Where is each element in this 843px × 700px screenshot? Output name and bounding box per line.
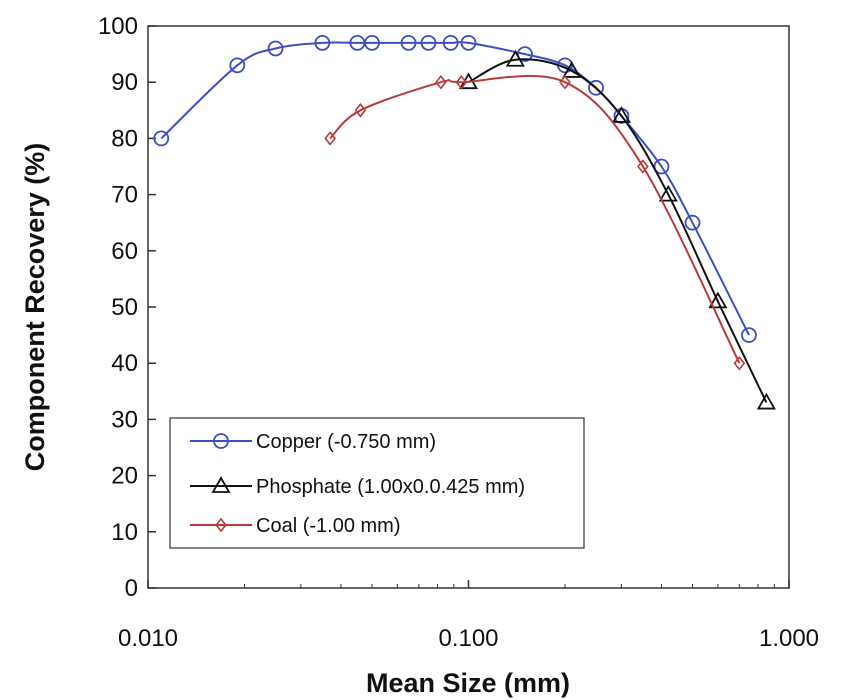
y-tick-label: 40 [111, 350, 138, 377]
data-point [324, 131, 336, 146]
y-tick-label: 30 [111, 406, 138, 433]
data-point [267, 40, 284, 57]
y-tick-label: 90 [111, 69, 138, 96]
legend-label: Phosphate (1.00x0.0.425 mm) [256, 476, 525, 498]
data-point [229, 57, 246, 74]
data-point [588, 79, 604, 96]
series-2 [458, 49, 776, 410]
legend-label: Coal (-1.00 mm) [256, 515, 400, 537]
data-point [435, 74, 447, 90]
data-point [442, 34, 459, 51]
data-point [314, 34, 331, 51]
y-tick-label: 70 [111, 182, 138, 209]
data-point [658, 184, 678, 202]
y-tick-label: 0 [125, 575, 138, 602]
legend-entry: Coal (-1.00 mm) [190, 515, 400, 537]
legend-marker [211, 476, 231, 493]
data-point [455, 74, 468, 90]
legend-items: Copper (-0.750 mm) Phosphate (1.00x0.0.42… [190, 431, 525, 537]
series-line [468, 58, 768, 403]
legend-entry: Phosphate (1.00x0.0.425 mm) [190, 476, 525, 498]
data-point [741, 327, 757, 344]
data-point [505, 49, 525, 67]
data-point [653, 158, 670, 175]
x-tick-label: 0.100 [438, 625, 498, 652]
data-point [559, 74, 571, 90]
y-axis: 0 10 20 30 40 50 60 70 80 90 100 [98, 13, 156, 602]
x-tick-label: 0.010 [118, 625, 178, 652]
data-point [733, 355, 746, 371]
data-point [562, 61, 582, 78]
data-point [420, 34, 437, 51]
y-tick-label: 60 [111, 238, 138, 265]
series-3 [324, 74, 746, 371]
legend-label: Copper (-0.750 mm) [256, 431, 436, 453]
y-tick-label: 80 [111, 125, 138, 152]
y-axis-title: Component Recovery (%) [20, 143, 50, 472]
legend: Copper (-0.750 mm) Phosphate (1.00x0.0.42… [169, 417, 585, 549]
y-tick-label: 10 [111, 519, 138, 546]
data-point [611, 106, 631, 123]
legend-marker [215, 517, 227, 533]
data-point [684, 214, 701, 231]
x-axis-title: Mean Size (mm) [366, 668, 570, 698]
data-point [756, 392, 776, 410]
series-line [329, 74, 741, 364]
data-point [460, 34, 477, 51]
legend-box [169, 417, 585, 549]
data-point [364, 34, 380, 51]
series-1 [153, 34, 757, 344]
series-layer [153, 34, 776, 410]
x-axis: 0.010 0.100 1.000 [118, 580, 819, 652]
y-tick-label: 100 [98, 13, 138, 40]
y-tick-label: 50 [111, 294, 138, 321]
data-point [400, 34, 417, 51]
legend-entry: Copper (-0.750 mm) [190, 431, 436, 453]
x-tick-label: 1.000 [759, 625, 819, 652]
data-point [517, 46, 533, 62]
legend-marker [213, 433, 229, 449]
data-point [637, 159, 649, 174]
data-point [354, 103, 367, 118]
data-point [153, 130, 170, 147]
y-tick-label: 20 [111, 463, 138, 490]
data-point [708, 291, 728, 309]
series-line [160, 41, 750, 336]
